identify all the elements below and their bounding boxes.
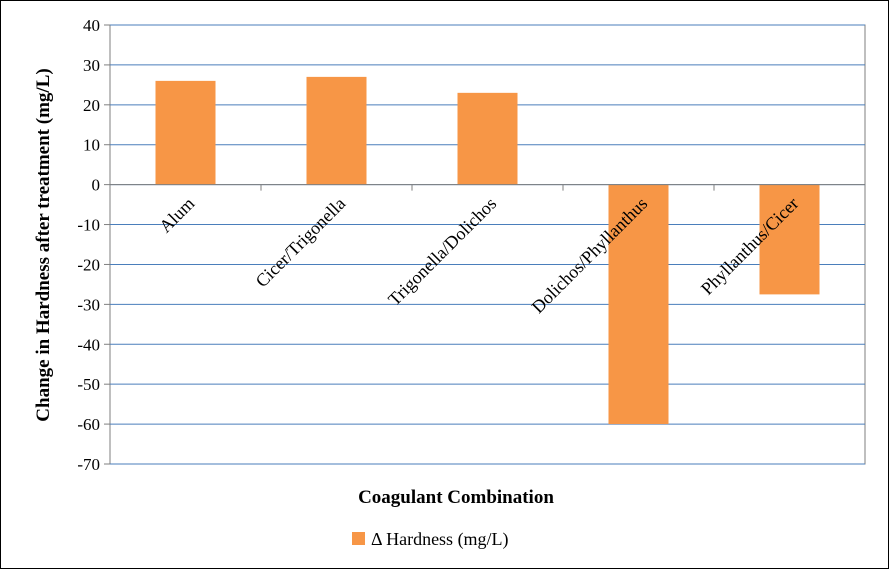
y-tick-label: -20 [77,255,100,274]
y-tick-label: 40 [83,16,100,35]
x-axis [109,184,866,191]
bar-alum [155,80,216,185]
bar-cicer-trigonella [306,76,367,185]
bars [155,76,820,425]
y-tick-label: -40 [77,335,100,354]
y-axis-ticks: 40 30 20 10 0 -10 -20 -30 -40 -50 -60 -70 [77,16,110,474]
legend-swatch [352,532,365,545]
y-axis-title: Change in Hardness after treatment (mg/L… [33,68,54,421]
bar-dolichos-phyllanthus [608,184,669,425]
y-tick-label: -60 [77,415,100,434]
bar-phyllanthus-cicer [759,184,820,295]
bar-trigonella-dolichos [457,92,518,185]
x-axis-title: Coagulant Combination [358,487,554,508]
y-tick-label: 0 [92,176,101,195]
legend-label: Δ Hardness (mg/L) [371,529,509,550]
y-tick-label: -50 [77,375,100,394]
y-tick-label: 20 [83,96,100,115]
y-tick-label: -70 [77,455,100,474]
y-tick-label: -10 [77,216,100,235]
y-tick-label: 10 [83,136,100,155]
y-tick-label: -30 [77,295,100,314]
legend: Δ Hardness (mg/L) [352,529,509,550]
y-tick-label: 30 [83,56,100,75]
